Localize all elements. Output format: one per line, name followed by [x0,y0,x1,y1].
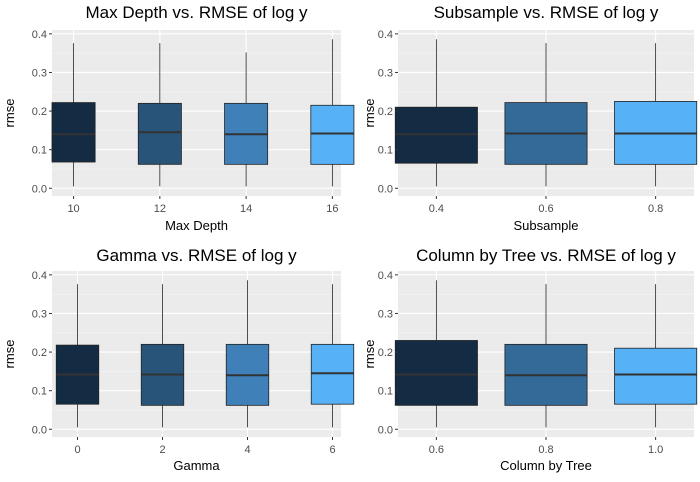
x-axis-label: Subsample [513,218,578,233]
x-axis-label: Max Depth [165,218,228,233]
box-10 [51,43,96,187]
box-14 [224,52,269,187]
chart-panel-4: 0.0 0.1 0.2 0.3 0.4 0.6 0.8 1.0 Column by Tree v… [362,246,698,473]
y-tick-label: 0.2 [32,347,47,359]
chart-title: Subsample vs. RMSE of log y [434,3,659,22]
y-tick-label: 0.4 [32,270,47,282]
y-tick-label: 0.3 [378,308,393,320]
y-tick-label: 0.1 [378,145,393,157]
x-tick-label: 16 [326,203,338,215]
y-tick-label: 0.4 [378,29,393,41]
x-tick-label: 10 [67,203,79,215]
x-tick-label: 0 [74,444,80,456]
chart-panel-1: 0.0 0.1 0.2 0.3 0.4 10 12 14 16 Max Depth vs. RMS… [2,3,355,233]
x-tick-label: 2 [159,444,165,456]
box-body [137,102,182,165]
y-tick-label: 0.3 [32,67,47,79]
y-tick-label: 0.3 [378,67,393,79]
y-tick-label: 0.1 [378,386,393,398]
box-0.6 [394,280,478,428]
x-tick-label: 0.6 [429,444,444,456]
x-tick-label: 0.6 [538,203,553,215]
box-0.8 [504,284,588,428]
x-axis-label: Column by Tree [500,458,592,473]
y-tick-label: 0.4 [378,270,393,282]
box-16 [310,39,355,187]
y-tick-label: 0.1 [32,386,47,398]
y-tick-label: 0.1 [32,145,47,157]
box-0 [55,284,100,428]
y-axis-label: rmse [2,340,17,369]
box-0.8 [614,43,698,187]
chart-panel-2: 0.0 0.1 0.2 0.3 0.4 0.4 0.6 0.8 Subsample vs. RM… [362,3,698,233]
y-tick-label: 0.2 [32,106,47,118]
box-6 [310,284,355,428]
chart-panel-3: 0.0 0.1 0.2 0.3 0.4 0 2 4 6 Gamma vs. RMSE of log… [2,246,355,473]
y-tick-label: 0.4 [32,29,47,41]
y-tick-label: 0.2 [378,347,393,359]
box-1.0 [614,284,698,428]
box-12 [137,43,182,187]
box-4 [225,280,270,428]
chart-title: Max Depth vs. RMSE of log y [85,3,308,22]
y-axis-label: rmse [362,99,377,128]
x-tick-label: 14 [240,203,252,215]
x-tick-label: 0.8 [538,444,553,456]
x-tick-label: 12 [154,203,166,215]
y-tick-label: 0.0 [378,424,393,436]
x-axis-label: Gamma [173,458,220,473]
y-tick-label: 0.2 [378,106,393,118]
y-tick-label: 0.0 [32,424,47,436]
box-2 [140,284,185,428]
x-tick-label: 0.4 [429,203,444,215]
box-body [614,347,698,405]
panel-background [52,30,341,196]
y-axis-label: rmse [2,99,17,128]
box-body [310,104,355,165]
y-tick-label: 0.0 [32,183,47,195]
chart-title: Gamma vs. RMSE of log y [96,246,297,265]
box-body [51,102,96,163]
x-tick-label: 1.0 [648,444,663,456]
box-body [394,340,478,406]
x-tick-label: 6 [329,444,335,456]
box-0.4 [394,39,478,187]
x-tick-label: 4 [244,444,250,456]
y-tick-label: 0.0 [378,183,393,195]
panel-background [52,271,341,437]
x-tick-label: 0.8 [648,203,663,215]
y-tick-label: 0.3 [32,308,47,320]
chart-title: Column by Tree vs. RMSE of log y [416,246,676,265]
box-0.6 [504,43,588,187]
y-axis-label: rmse [362,340,377,369]
